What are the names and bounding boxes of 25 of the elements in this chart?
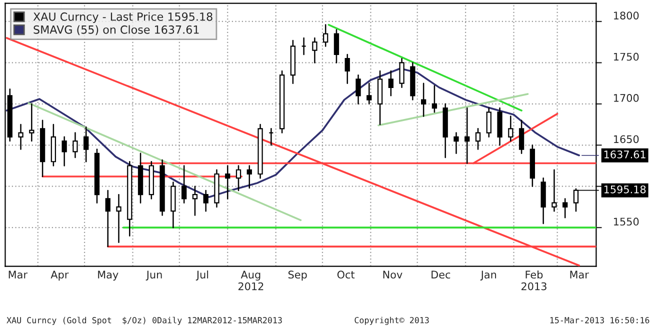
text: Copyright© 2013 xyxy=(354,316,429,325)
x-tick-label: Mar xyxy=(8,270,28,279)
x-tick-label: Apr xyxy=(50,270,69,281)
x-tick-label: Oct xyxy=(337,270,355,279)
x-tick-label: Jan xyxy=(480,270,496,280)
legend-label: XAU Curncy - Last Price 1595.18 xyxy=(33,12,212,23)
y-tick-label: 1700 xyxy=(614,94,639,102)
x-tick-label: Jun xyxy=(146,270,162,280)
x-tick-label: Sep xyxy=(288,270,307,281)
legend-label: SMAVG (55) on Close 1637.61 xyxy=(34,25,199,36)
x-tick-label: Feb 2013 xyxy=(521,270,546,290)
x-tick-label: Nov xyxy=(383,270,402,279)
x-tick-label: Mar xyxy=(570,270,589,279)
y-tick-label: 1650 xyxy=(614,135,639,144)
data-label: 1637.61 xyxy=(604,150,646,158)
x-tick-label: May xyxy=(98,270,118,281)
y-tick-label: 1550 xyxy=(614,218,639,226)
text: XAU Curncy (Gold Spot $/Oz) 0Daily 12MAR2012-15MAR2013 xyxy=(6,316,282,325)
y-tick-label: 1750 xyxy=(614,52,639,61)
x-tick-label: Jul xyxy=(196,270,208,280)
x-tick-label: Dec xyxy=(432,270,450,279)
y-tick-label: 1800 xyxy=(614,12,639,20)
text: 1595.18 xyxy=(604,185,646,194)
x-tick-label: Aug 2012 xyxy=(238,270,264,290)
text: 15-Mar-2013 16:50:16 xyxy=(550,317,650,324)
